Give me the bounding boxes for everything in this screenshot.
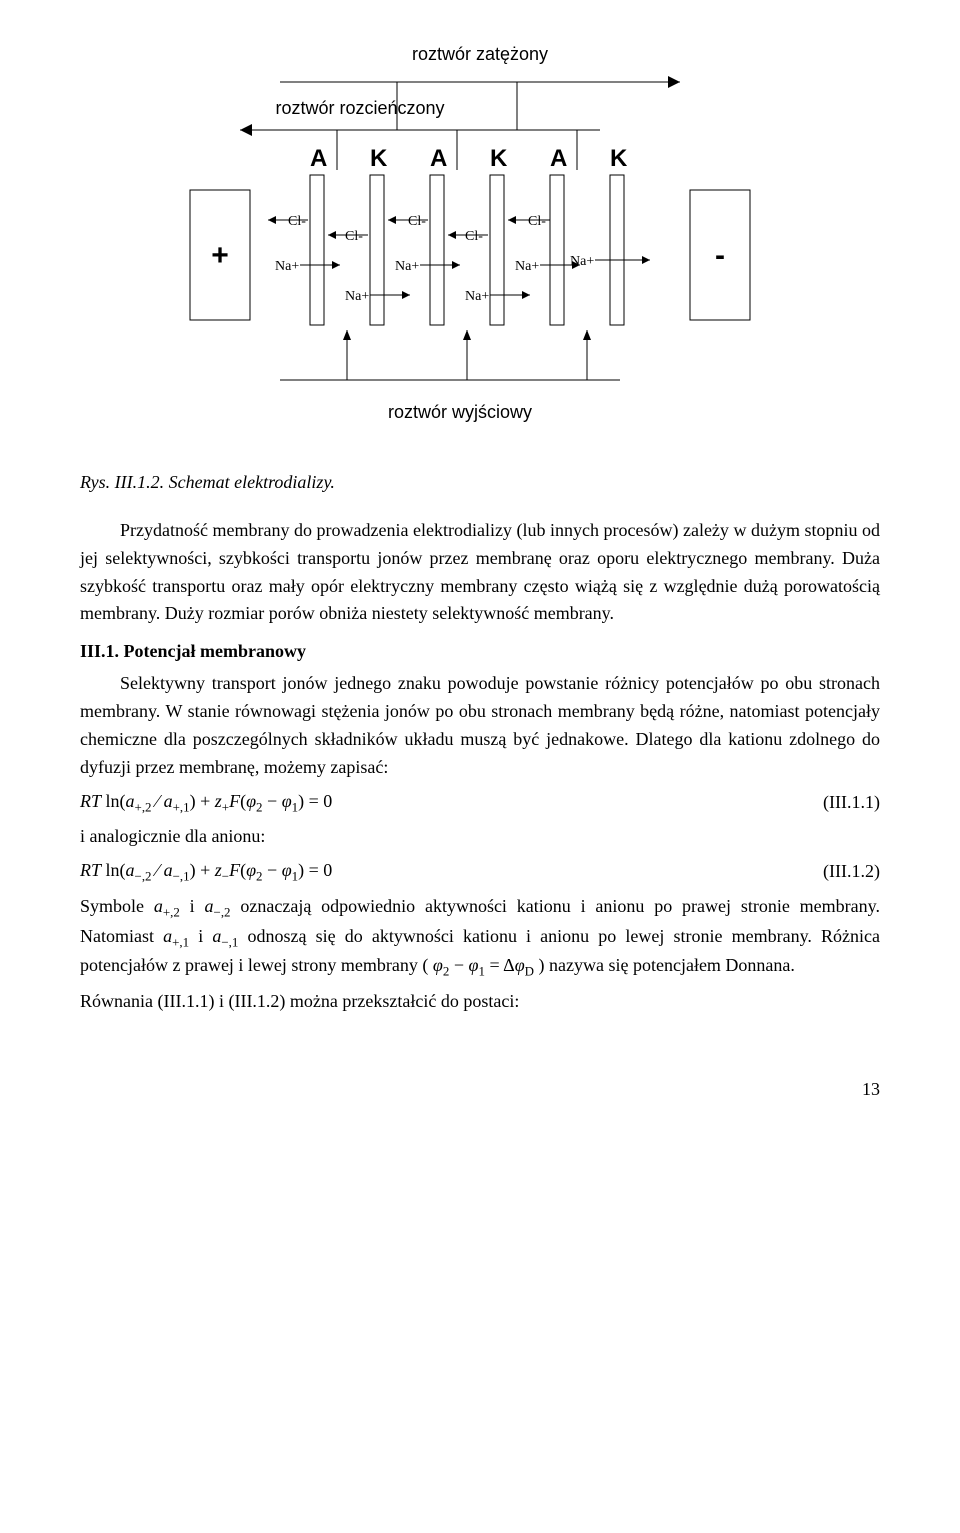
between-equations: i analogicznie dla anionu: xyxy=(80,823,880,851)
paragraph-3: Symbole a+,2 i a−,2 oznaczają odpowiedni… xyxy=(80,893,880,982)
equation-1-number: (III.1.1) xyxy=(790,789,880,817)
label-top: roztwór zatężony xyxy=(412,44,548,64)
electrode-left-sign: + xyxy=(211,239,229,272)
figure-electrodialysis: roztwór zatężony roztwór rozcieńczony A … xyxy=(80,40,880,449)
p3a: Symbole xyxy=(80,896,154,916)
equation-2-number: (III.1.2) xyxy=(790,858,880,886)
svg-text:Cl-: Cl- xyxy=(345,229,363,244)
svg-text:K: K xyxy=(610,145,628,172)
paragraph-1: Przydatność membrany do prowadzenia elek… xyxy=(80,517,880,629)
equation-1-body: RT ln(a+,2 ⁄ a+,1) + z+F(φ2 − φ1) = 0 xyxy=(80,788,790,818)
equation-1: RT ln(a+,2 ⁄ a+,1) + z+F(φ2 − φ1) = 0 (I… xyxy=(80,788,880,818)
section-number: III.1. xyxy=(80,641,119,661)
svg-text:Cl-: Cl- xyxy=(288,214,306,229)
svg-text:K: K xyxy=(490,145,508,172)
svg-text:Cl-: Cl- xyxy=(408,214,426,229)
svg-text:Na+: Na+ xyxy=(515,259,539,274)
section-heading: III.1. Potencjał membranowy xyxy=(80,638,880,666)
paragraph-4: Równania (III.1.1) i (III.1.2) można prz… xyxy=(80,988,880,1016)
page-number: 13 xyxy=(80,1076,880,1104)
membrane-labels: A K A K A K xyxy=(310,145,628,172)
electrode-right-sign: - xyxy=(715,239,725,272)
paragraph-2: Selektywny transport jonów jednego znaku… xyxy=(80,670,880,782)
section-title: Potencjał membranowy xyxy=(124,641,306,661)
svg-text:A: A xyxy=(550,145,567,172)
svg-text:Cl-: Cl- xyxy=(528,214,546,229)
and1: i xyxy=(180,896,205,916)
svg-text:A: A xyxy=(430,145,447,172)
svg-text:Na+: Na+ xyxy=(395,259,419,274)
svg-text:A: A xyxy=(310,145,327,172)
label-mid: roztwór rozcieńczony xyxy=(275,98,444,118)
svg-text:Na+: Na+ xyxy=(345,289,369,304)
p3d: ) nazywa się potencjałem Donnana. xyxy=(539,955,795,975)
label-bottom: roztwór wyjściowy xyxy=(388,402,532,422)
equation-2-body: RT ln(a−,2 ⁄ a−,1) + z−F(φ2 − φ1) = 0 xyxy=(80,857,790,887)
svg-text:Na+: Na+ xyxy=(465,289,489,304)
equation-2: RT ln(a−,2 ⁄ a−,1) + z−F(φ2 − φ1) = 0 (I… xyxy=(80,857,880,887)
svg-text:K: K xyxy=(370,145,388,172)
svg-text:Cl-: Cl- xyxy=(465,229,483,244)
figure-caption: Rys. III.1.2. Schemat elektrodializy. xyxy=(80,469,880,497)
and2: i xyxy=(189,926,212,946)
svg-text:Na+: Na+ xyxy=(275,259,299,274)
electrodialysis-svg: roztwór zatężony roztwór rozcieńczony A … xyxy=(160,40,800,440)
